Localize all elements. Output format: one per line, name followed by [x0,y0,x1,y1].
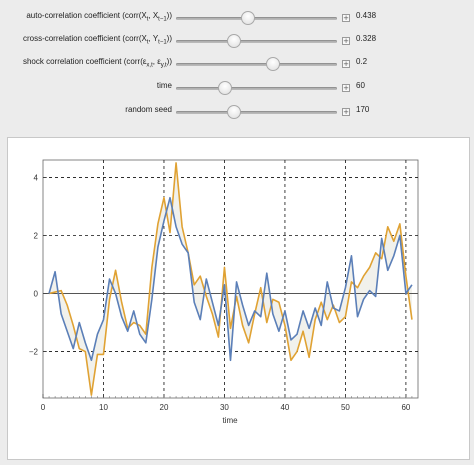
slider-label-part: )) [166,57,172,66]
slider-label-part: auto-correlation coefficient (corr(X [26,11,147,20]
slider-label-part: x,t [146,62,153,69]
expand-controls-icon[interactable]: + [342,60,350,68]
series-gap-fill [49,162,412,396]
slider-label: random seed [125,105,172,117]
slider-label-part: , X [148,11,159,20]
slider-value: 0.328 [356,34,377,43]
x-tick-label: 60 [401,403,410,412]
y-tick-label: 4 [34,173,39,182]
expand-controls-icon[interactable]: + [342,108,350,116]
slider-row-3: time +60 [0,78,474,100]
slider-label-part: random seed [125,105,172,114]
y-tick-label: 2 [34,231,39,240]
slider-label-part: t [146,39,149,46]
x-tick-label: 10 [99,403,108,412]
slider-track[interactable] [176,111,337,114]
slider-value: 0.438 [356,11,377,20]
slider-row-2: shock correlation coefficient (corr(εx,t… [0,54,474,76]
x-tick-label: 0 [41,403,46,412]
slider-label-part: y,t [160,62,167,69]
slider-label: cross-correlation coefficient (corr(Xt, … [23,34,172,46]
slider-track[interactable] [176,40,337,43]
slider-value: 60 [356,81,365,90]
x-tick-label: 50 [341,403,350,412]
slider-label-part: t−1 [158,16,167,23]
x-tick-label: 40 [280,403,289,412]
slider-label-part: cross-correlation coefficient (corr(X [22,34,147,43]
time-series-chart: 0 10 20 30 40 50 60 −2 0 2 4 time [29,159,419,425]
slider-label: shock correlation coefficient (corr(εx,t… [23,57,172,69]
slider-thumb[interactable] [227,34,242,48]
plot-panel: 0 10 20 30 40 50 60 −2 0 2 4 time [7,137,470,460]
control-panel: auto-correlation coefficient (corr(Xt, X… [0,0,474,136]
slider-thumb[interactable] [265,57,280,71]
series-x-line [48,196,413,362]
y-tick-label: 0 [34,290,39,299]
series-y-line [48,162,413,396]
expand-controls-icon[interactable]: + [342,84,350,92]
expand-controls-icon[interactable]: + [342,14,350,22]
slider-row-4: random seed +170 [0,102,474,124]
slider-label-part: )) [166,11,172,20]
slider-label-part: )) [166,34,172,43]
expand-controls-icon[interactable]: + [342,37,350,45]
slider-value: 170 [356,105,370,114]
slider-label-part: t [146,16,149,23]
slider-thumb[interactable] [218,81,233,95]
slider-label-part: t−1 [158,39,167,46]
slider-track[interactable] [176,87,337,90]
slider-track[interactable] [176,63,337,66]
x-tick-label: 20 [160,403,169,412]
slider-label-part: time [156,81,172,90]
slider-thumb[interactable] [241,11,256,25]
slider-value: 0.2 [356,57,368,66]
slider-label: auto-correlation coefficient (corr(Xt, X… [26,11,172,23]
slider-label-part: , Y [148,34,159,43]
slider-thumb[interactable] [227,105,242,119]
slider-label-part: , ε [152,57,161,66]
slider-label-part: shock correlation coefficient (corr(ε [22,57,147,66]
y-tick-label: −2 [29,348,39,357]
slider-row-1: cross-correlation coefficient (corr(Xt, … [0,31,474,53]
slider-row-0: auto-correlation coefficient (corr(Xt, X… [0,8,474,30]
x-axis-label: time [222,416,238,425]
slider-track[interactable] [176,17,337,20]
slider-label: time [157,81,172,93]
x-tick-label: 30 [220,403,229,412]
